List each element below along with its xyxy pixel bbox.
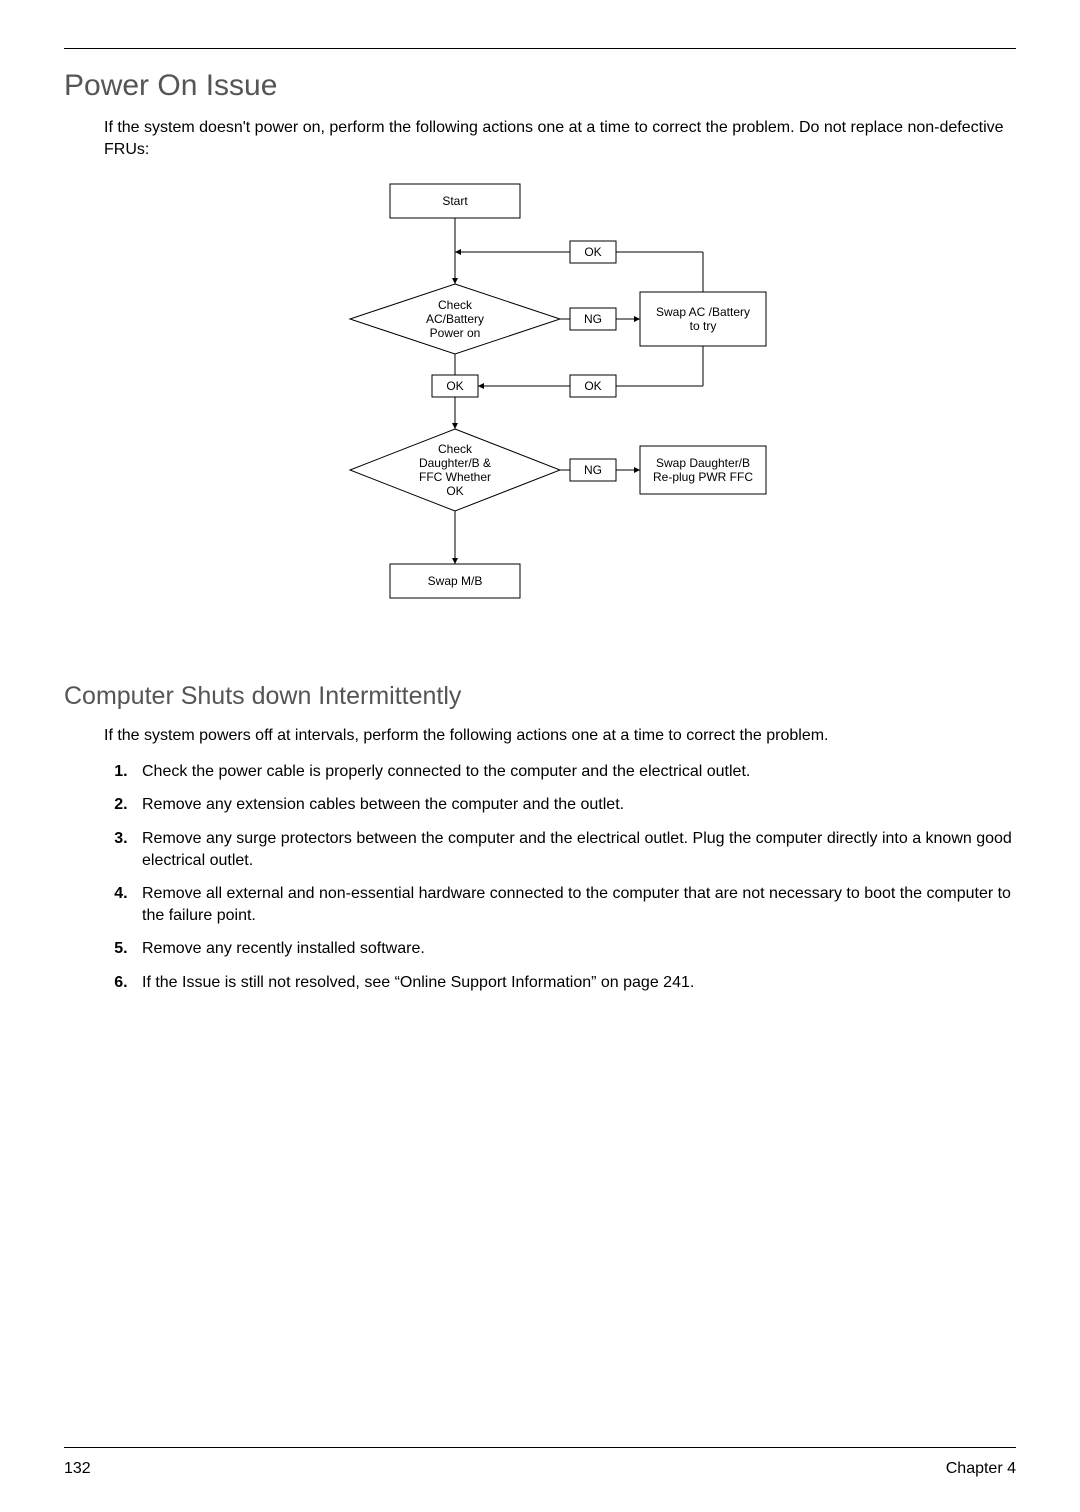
step-item: Remove any extension cables between the …: [132, 794, 1016, 816]
svg-text:OK: OK: [446, 484, 463, 498]
step-item: Check the power cable is properly connec…: [132, 761, 1016, 783]
flowchart-svg: StartOKCheckAC/BatteryPower onNGSwap AC …: [290, 174, 790, 654]
svg-text:to try: to try: [690, 319, 717, 333]
step-item: Remove any recently installed software.: [132, 938, 1016, 960]
svg-text:OK: OK: [584, 379, 601, 393]
footer: 132 Chapter 4: [64, 1460, 1016, 1478]
svg-text:Check: Check: [438, 442, 473, 456]
svg-text:NG: NG: [584, 312, 602, 326]
svg-text:Daughter/B &: Daughter/B &: [419, 456, 491, 470]
svg-text:Swap M/B: Swap M/B: [428, 574, 483, 588]
section-intro: If the system doesn't power on, perform …: [104, 117, 1016, 160]
step-item: If the Issue is still not resolved, see …: [132, 972, 1016, 994]
steps-list: Check the power cable is properly connec…: [104, 761, 1016, 994]
svg-text:Re-plug PWR FFC: Re-plug PWR FFC: [653, 470, 753, 484]
top-rule: [64, 48, 1016, 49]
svg-text:NG: NG: [584, 463, 602, 477]
svg-text:Power on: Power on: [430, 326, 481, 340]
svg-text:Check: Check: [438, 298, 473, 312]
page-number: 132: [64, 1460, 91, 1478]
step-item: Remove all external and non-essential ha…: [132, 883, 1016, 926]
svg-text:OK: OK: [446, 379, 463, 393]
svg-text:Swap AC /Battery: Swap AC /Battery: [656, 305, 750, 319]
section-title: Power On Issue: [64, 69, 1016, 103]
subsection-title: Computer Shuts down Intermittently: [64, 682, 1016, 711]
bottom-rule: [64, 1447, 1016, 1448]
chapter-label: Chapter 4: [946, 1460, 1016, 1478]
svg-text:FFC Whether: FFC Whether: [419, 470, 491, 484]
svg-text:Start: Start: [442, 194, 468, 208]
svg-text:Swap Daughter/B: Swap Daughter/B: [656, 456, 750, 470]
page: Power On Issue If the system doesn't pow…: [0, 0, 1080, 1512]
subsection-intro: If the system powers off at intervals, p…: [104, 725, 1016, 747]
flowchart: StartOKCheckAC/BatteryPower onNGSwap AC …: [290, 174, 790, 654]
svg-text:AC/Battery: AC/Battery: [426, 312, 484, 326]
svg-text:OK: OK: [584, 245, 601, 259]
step-item: Remove any surge protectors between the …: [132, 828, 1016, 871]
